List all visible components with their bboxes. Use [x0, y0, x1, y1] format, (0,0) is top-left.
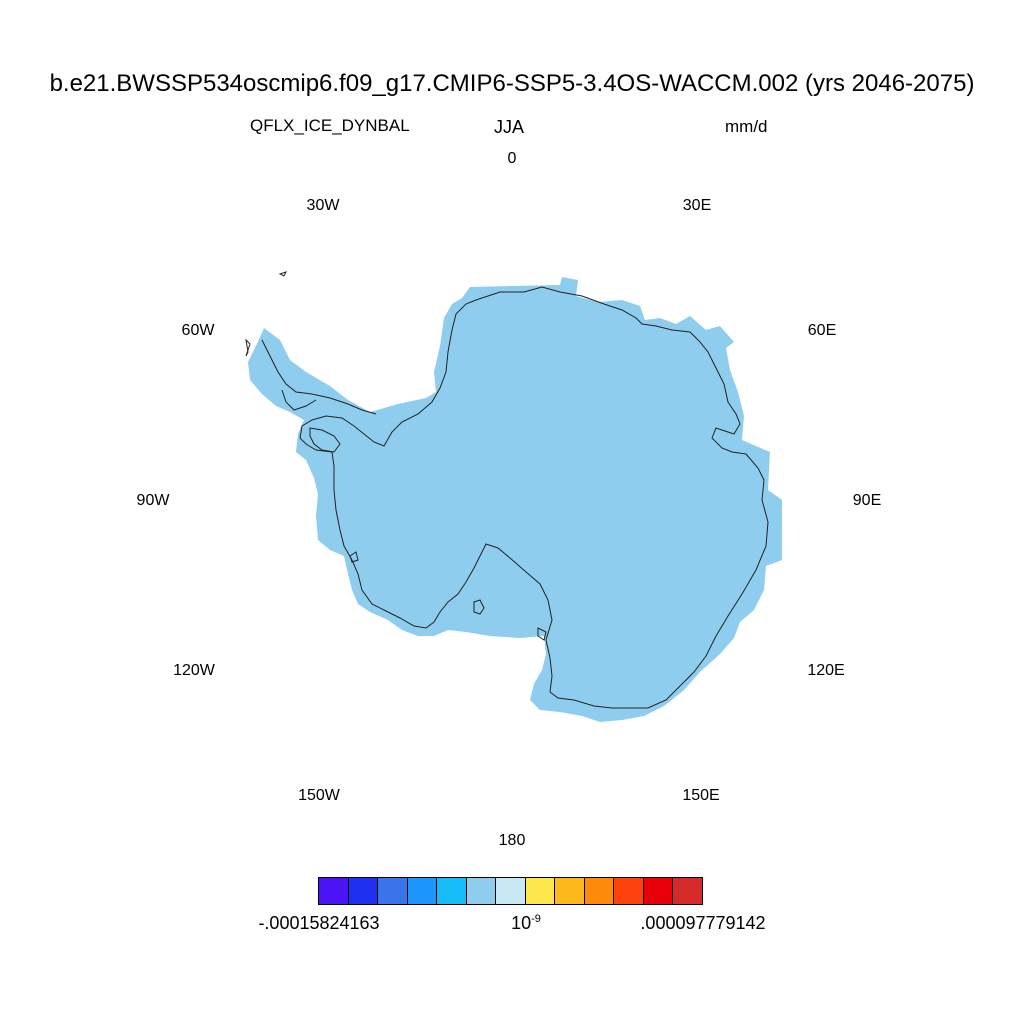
lon-label-0: 0 — [507, 150, 517, 167]
lon-label-60e: 60E — [807, 322, 837, 339]
lon-label-30e: 30E — [682, 197, 712, 214]
lon-label-150e: 150E — [682, 787, 720, 804]
lon-label-120e: 120E — [807, 662, 845, 679]
units-label: mm/d — [725, 117, 768, 136]
colorbar-box-11 — [614, 878, 644, 904]
ross-ice-shelf-line — [349, 551, 547, 641]
colorbar-box-5 — [437, 878, 467, 904]
colorbar-box-10 — [584, 878, 615, 904]
peninsula-coastline — [261, 339, 377, 415]
colorbar-box-12 — [643, 878, 674, 904]
lon-label-30w: 30W — [306, 197, 340, 214]
lon-label-150w: 150W — [298, 787, 340, 804]
colorbar-box-1 — [319, 878, 349, 904]
colorbar-box-3 — [378, 878, 408, 904]
colorbar-max-label: .000097779142 — [640, 913, 766, 933]
lon-label-90e: 90E — [852, 492, 882, 509]
plot-title: b.e21.BWSSP534oscmip6.f09_g17.CMIP6-SSP5… — [49, 70, 975, 97]
coastline — [299, 286, 769, 709]
variable-label: QFLX_ICE_DYNBAL — [250, 116, 410, 135]
lon-label-180: 180 — [498, 832, 526, 849]
colorbar-box-13 — [673, 878, 702, 904]
colorbar-mid-label: 10-9 — [511, 913, 541, 933]
colorbar-box-7 — [496, 878, 526, 904]
colorbar-box-8 — [525, 878, 556, 904]
island-outline-2 — [278, 271, 287, 277]
colorbar-min-label: -.00015824163 — [258, 913, 380, 933]
lon-label-120w: 120W — [173, 662, 215, 679]
colorbar — [318, 877, 703, 905]
island-outline-1 — [245, 338, 251, 357]
colorbar-box-9 — [555, 878, 585, 904]
lon-label-90w: 90W — [136, 492, 170, 509]
island-outline-3 — [473, 599, 485, 615]
season-label: JJA — [494, 117, 525, 137]
ice-shelf-outline — [309, 427, 341, 453]
colorbar-box-6 — [466, 878, 497, 904]
colorbar-box-4 — [407, 878, 438, 904]
ice-dynbal-field — [248, 277, 782, 722]
lon-label-60w: 60W — [181, 322, 215, 339]
colorbar-box-2 — [348, 878, 379, 904]
